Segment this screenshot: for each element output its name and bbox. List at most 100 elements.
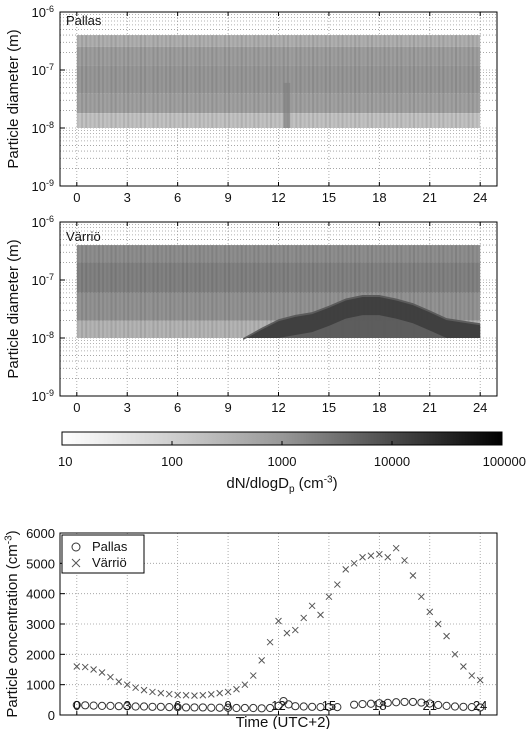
point-pallas [106,701,115,711]
p2-streak [412,245,415,338]
point-pallas [333,703,342,712]
p2-x-tick-label: 12 [271,400,285,415]
p1-streak [93,35,96,128]
point-varrio [191,692,198,699]
legend-label-pallas: Pallas [92,539,128,554]
p2-streak [291,245,294,338]
p2-streak [97,245,100,338]
point-varrio-stroke [182,691,190,699]
point-pallas [232,703,241,713]
p1-streak [429,35,432,128]
p2-streak [253,245,256,338]
p2-streak [433,245,436,338]
p1-streak [387,35,390,128]
p1-streak [379,35,382,128]
p2-streak [286,245,289,338]
point-varrio-stroke [90,666,97,673]
point-varrio-stroke [283,629,291,637]
point-pallas [274,701,283,711]
point-varrio-stroke [107,673,114,681]
p1-streak [190,35,193,128]
point-varrio [418,593,425,601]
point-varrio-stroke [367,552,375,560]
point-pallas [467,703,476,712]
p3-x-tick-label: 15 [322,698,336,713]
p2-streak [320,245,323,338]
point-varrio-stroke [266,638,274,646]
point-varrio [233,685,240,693]
p2-streak [446,245,449,338]
p1-streak [354,35,357,128]
point-varrio [359,553,366,561]
point-varrio [241,681,249,689]
p1-streak [312,35,315,128]
point-varrio-stroke [418,593,425,601]
point-pallas [114,702,123,711]
point-varrio [199,691,207,699]
p2-streak [370,245,373,338]
point-pallas [97,701,107,711]
point-varrio [275,617,282,625]
colorbar-tick-label: 10000 [374,454,410,469]
p1-streak [118,35,121,128]
point-varrio-stroke [451,650,459,658]
p1-streak [446,35,449,128]
point-varrio-stroke [375,550,383,558]
point-pallas [375,699,384,708]
point-varrio-stroke [123,681,131,689]
p1-streak [421,35,424,128]
p1-y-tick-label: 10-8​ [32,120,54,136]
point-varrio [98,669,106,676]
point-varrio-stroke [115,678,123,685]
p1-y-tick-label: 10-6​ [32,4,54,20]
p1-streak [299,35,302,128]
concentration-panel: 0 3 6 9 12 15 18 21 24 0 1000 2000 3000 4000 5000 6000… [3,526,498,729]
point-varrio-stroke [308,602,316,610]
p1-streak [270,35,273,128]
p1-streak [366,35,369,128]
p2-streak [396,245,399,338]
concentration-x-axis-label: Time (UTC+2) [236,714,331,729]
point-pallas [316,703,325,712]
p1-streak [282,35,285,128]
p3-y-tick-label: 5000 [26,556,55,571]
p1-streak [391,35,394,128]
point-pallas [425,699,434,708]
p2-streak [165,245,168,338]
point-varrio-stroke [443,632,450,640]
p2-x-tick-label: 0 [73,400,80,415]
point-varrio-stroke [73,663,81,670]
p2-streak [81,245,84,338]
point-pallas [139,702,149,711]
p1-streak [89,35,92,128]
p2-x-tick-label: 9 [224,400,231,415]
point-varrio [451,650,459,658]
point-varrio [266,638,274,646]
p3-x-tick-label: 3 [124,698,131,713]
p2-streak [366,245,369,338]
p2-streak [244,245,247,338]
point-varrio [157,689,165,697]
point-pallas [392,698,401,707]
p1-streak [295,35,298,128]
point-pallas [350,700,359,709]
p2-x-tick-label: 15 [322,400,336,415]
p2-streak [156,245,159,338]
p2-streak [312,245,315,338]
p2-streak [303,245,306,338]
p3-y-tick-label: 6000 [26,526,55,541]
p2-y-tick-label: 10-6​ [32,214,54,230]
point-varrio-stroke [207,691,215,698]
p1-x-tick-label: 24 [473,190,487,205]
p2-streak [421,245,424,338]
p1-streak [165,35,168,128]
p1-streak [202,35,205,128]
p2-streak [270,245,273,338]
colorbar-tick-label: 1000 [268,454,297,469]
p3-x-tick-label: 6 [174,698,181,713]
legend-label-varrio: Värriö [92,555,127,570]
p1-streak [152,35,155,128]
point-varrio-stroke [460,663,467,670]
point-pallas [72,700,81,710]
point-varrio [426,608,434,616]
